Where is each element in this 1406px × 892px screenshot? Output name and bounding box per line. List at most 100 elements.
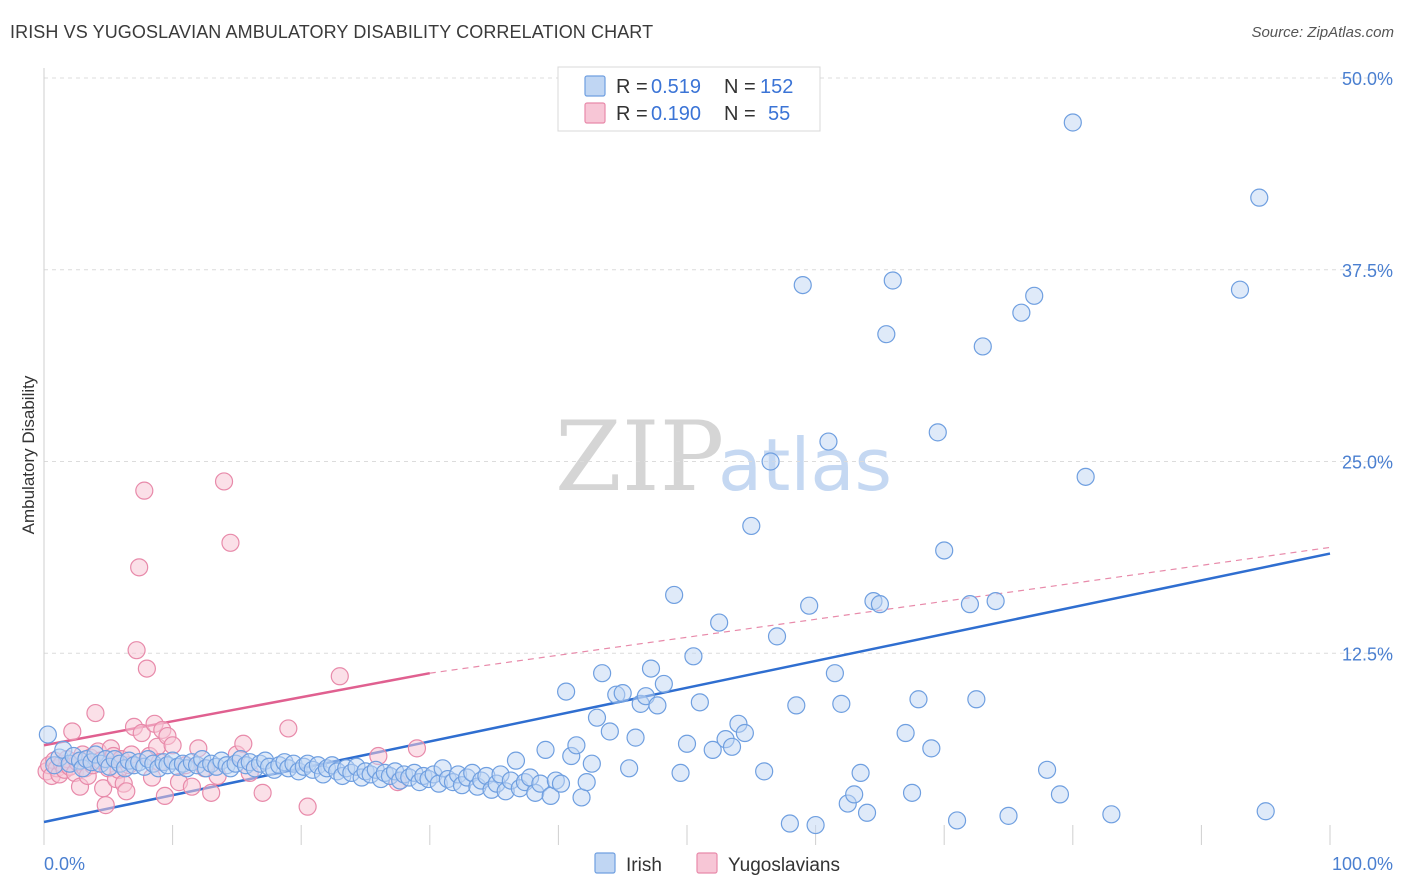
data-point-irish bbox=[967, 690, 986, 709]
data-point-irish bbox=[567, 736, 586, 755]
data-point-irish bbox=[793, 275, 812, 295]
data-point-irish bbox=[641, 659, 661, 678]
watermark-zip: ZIP bbox=[555, 401, 724, 513]
y-tick-label: 37.5% bbox=[1342, 261, 1393, 281]
data-point-yugoslavians bbox=[135, 481, 154, 500]
data-point-irish bbox=[787, 696, 806, 715]
data-point-irish bbox=[742, 516, 761, 536]
y-tick-label: 25.0% bbox=[1342, 453, 1393, 473]
data-point-yugoslavians bbox=[130, 558, 149, 577]
x-tick-label-min: 0.0% bbox=[44, 854, 85, 874]
data-point-irish bbox=[877, 325, 896, 344]
data-point-irish bbox=[557, 682, 576, 701]
data-point-irish bbox=[600, 722, 619, 741]
data-point-irish bbox=[620, 759, 639, 778]
data-point-irish bbox=[665, 585, 684, 605]
data-point-yugoslavians bbox=[221, 533, 240, 552]
y-tick-labels: 12.5% 25.0% 37.5% 50.0% bbox=[1342, 69, 1393, 664]
data-point-yugoslavians bbox=[63, 722, 82, 741]
data-point-irish bbox=[761, 452, 780, 471]
legend-r-value-irish: 0.519 bbox=[651, 76, 701, 98]
data-point-yugoslavians bbox=[155, 786, 174, 806]
data-point-irish bbox=[755, 762, 774, 781]
watermark-atlas: atlas bbox=[718, 423, 892, 507]
bottom-legend-label-yugoslavians: Yugoslavians bbox=[728, 855, 840, 876]
data-point-yugoslavians bbox=[96, 796, 115, 815]
data-point-irish bbox=[851, 763, 870, 783]
data-point-yugoslavians bbox=[132, 723, 151, 743]
legend-n-label-yugoslavians: N = bbox=[724, 103, 756, 125]
data-point-irish bbox=[806, 815, 825, 835]
legend-r-label-yugoslavians: R = bbox=[616, 103, 648, 125]
data-point-irish bbox=[883, 271, 902, 290]
legend-swatch-irish bbox=[584, 75, 606, 97]
data-point-irish bbox=[677, 734, 697, 753]
data-point-irish bbox=[973, 337, 992, 356]
legend-n-value-yugoslavians: 55 bbox=[768, 103, 790, 125]
legend-n-label-irish: N = bbox=[724, 76, 756, 98]
bottom-legend-label-irish: Irish bbox=[626, 855, 662, 876]
data-point-yugoslavians bbox=[253, 783, 272, 802]
data-point-irish bbox=[506, 751, 526, 770]
data-point-irish bbox=[800, 596, 819, 615]
data-point-irish bbox=[613, 684, 632, 703]
data-point-irish bbox=[922, 739, 941, 758]
data-point-yugoslavians bbox=[330, 667, 349, 686]
y-axis-title: Ambulatory Disability bbox=[19, 375, 38, 534]
data-point-irish bbox=[671, 763, 690, 783]
data-point-irish bbox=[582, 754, 601, 773]
bottom-legend-swatch-irish bbox=[594, 852, 616, 874]
data-point-irish bbox=[1063, 113, 1082, 132]
data-point-irish bbox=[648, 696, 667, 715]
data-point-irish bbox=[1256, 802, 1275, 821]
data-point-irish bbox=[710, 613, 729, 632]
data-point-irish bbox=[857, 803, 877, 822]
chart-title: IRISH VS YUGOSLAVIAN AMBULATORY DISABILI… bbox=[10, 22, 654, 42]
data-point-irish bbox=[1102, 805, 1121, 824]
data-point-irish bbox=[587, 708, 607, 727]
y-tick-label: 50.0% bbox=[1342, 69, 1393, 89]
data-point-irish bbox=[1037, 760, 1057, 779]
data-point-yugoslavians bbox=[298, 797, 317, 816]
data-point-irish bbox=[577, 773, 596, 792]
data-point-irish bbox=[626, 728, 645, 747]
data-point-irish bbox=[928, 423, 947, 442]
data-point-irish bbox=[960, 595, 980, 614]
data-point-irish bbox=[1076, 467, 1095, 486]
x-tick-label-max: 100.0% bbox=[1332, 854, 1393, 874]
data-point-irish bbox=[551, 774, 571, 793]
bottom-legend: Irish Yugoslavians bbox=[594, 852, 840, 876]
legend-n-value-irish: 152 bbox=[760, 76, 793, 98]
data-point-irish bbox=[780, 814, 799, 833]
irish-points bbox=[38, 113, 1275, 835]
legend-swatch-yugoslavians bbox=[584, 102, 606, 124]
data-point-irish bbox=[1012, 303, 1031, 322]
data-point-irish bbox=[825, 664, 844, 683]
data-point-irish bbox=[1230, 280, 1250, 299]
source-label: Source: ZipAtlas.com bbox=[1251, 24, 1394, 41]
data-point-irish bbox=[999, 806, 1018, 825]
data-point-yugoslavians bbox=[279, 719, 298, 738]
data-point-irish bbox=[1025, 286, 1044, 305]
data-point-irish bbox=[767, 627, 787, 646]
data-point-irish bbox=[1050, 785, 1070, 804]
bottom-legend-swatch-yugoslavians bbox=[696, 852, 718, 874]
legend-r-value-yugoslavians: 0.190 bbox=[651, 103, 701, 125]
axes bbox=[43, 68, 1331, 845]
data-point-irish bbox=[1250, 188, 1269, 207]
data-point-irish bbox=[896, 723, 915, 743]
data-point-yugoslavians bbox=[202, 783, 221, 802]
data-point-irish bbox=[572, 788, 591, 807]
data-point-irish bbox=[935, 541, 954, 560]
data-point-irish bbox=[703, 740, 722, 759]
data-point-irish bbox=[902, 783, 922, 802]
trend-line-yugoslavians bbox=[43, 671, 431, 747]
data-point-irish bbox=[870, 595, 890, 614]
trend-line-irish bbox=[43, 552, 1331, 824]
data-point-yugoslavians bbox=[117, 782, 136, 801]
data-point-irish bbox=[845, 785, 864, 804]
data-point-irish bbox=[735, 723, 754, 743]
data-point-yugoslavians bbox=[407, 739, 427, 758]
data-point-irish bbox=[909, 690, 928, 709]
